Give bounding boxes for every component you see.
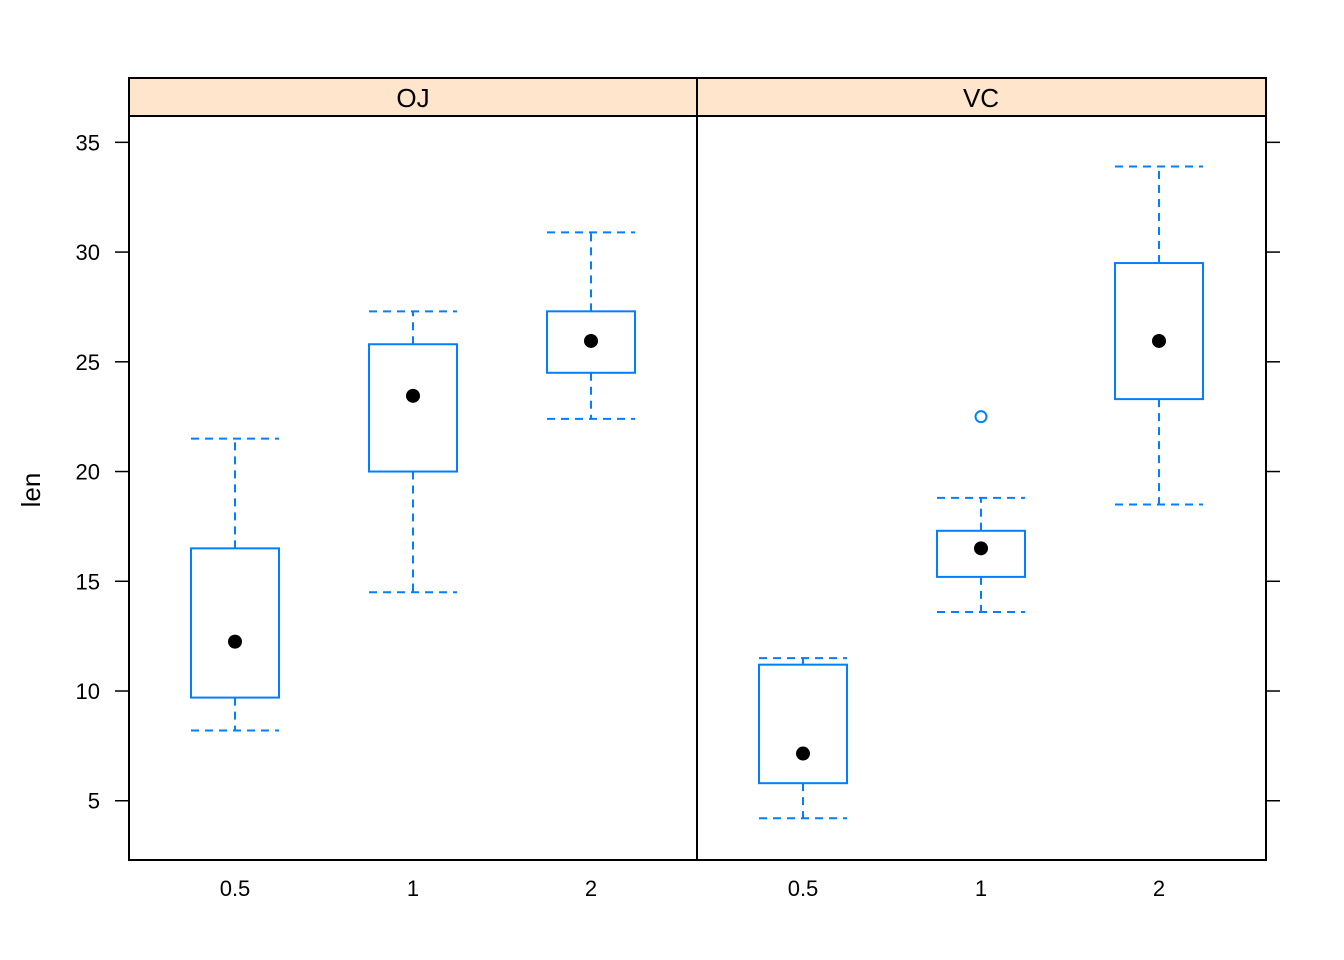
median-dot-vc-0_5 — [796, 746, 810, 761]
y-axis-label: len — [16, 473, 46, 508]
median-dot-vc-1 — [974, 541, 988, 556]
y-tick-label-20: 20 — [76, 460, 100, 485]
outlier-vc-1-0 — [974, 410, 988, 424]
panel-frame-vc — [696, 115, 1267, 861]
box-vc-2 — [1114, 262, 1204, 401]
strip-oj — [128, 77, 698, 117]
panel-vc: VC — [696, 77, 1267, 861]
boxes-vc — [758, 165, 1204, 820]
x-tick-label-vc-0_5: 0.5 — [788, 876, 819, 901]
y-axis-right — [1266, 141, 1280, 802]
y-tick-label-30: 30 — [76, 240, 100, 265]
median-dot-vc-2 — [1152, 333, 1166, 348]
median-dot-oj-1 — [406, 388, 420, 403]
y-tick-label-35: 35 — [76, 130, 100, 155]
strip-label-vc: VC — [963, 83, 999, 113]
box-oj-1 — [368, 343, 458, 473]
strip-vc — [696, 77, 1267, 117]
y-tick-label-15: 15 — [76, 569, 100, 594]
x-tick-label-oj-0_5: 0.5 — [220, 876, 251, 901]
median-dot-oj-0_5 — [228, 634, 242, 649]
strip-label-oj: OJ — [396, 83, 429, 113]
box-vc-0_5 — [758, 663, 848, 785]
y-tick-label-5: 5 — [88, 789, 100, 814]
x-tick-label-oj-2: 2 — [585, 876, 597, 901]
y-tick-label-10: 10 — [76, 679, 100, 704]
boxes-oj — [190, 231, 636, 732]
box-oj-0_5 — [190, 547, 280, 699]
x-axis: 0.5 1 2 0.5 1 2 — [220, 876, 1165, 901]
panel-oj: OJ — [128, 77, 698, 861]
x-tick-label-vc-2: 2 — [1153, 876, 1165, 901]
x-tick-label-vc-1: 1 — [975, 876, 987, 901]
y-axis-left: 5 10 15 20 25 30 35 — [76, 130, 129, 814]
median-dot-oj-2 — [584, 333, 598, 348]
x-tick-label-oj-1: 1 — [407, 876, 419, 901]
y-tick-label-25: 25 — [76, 350, 100, 375]
